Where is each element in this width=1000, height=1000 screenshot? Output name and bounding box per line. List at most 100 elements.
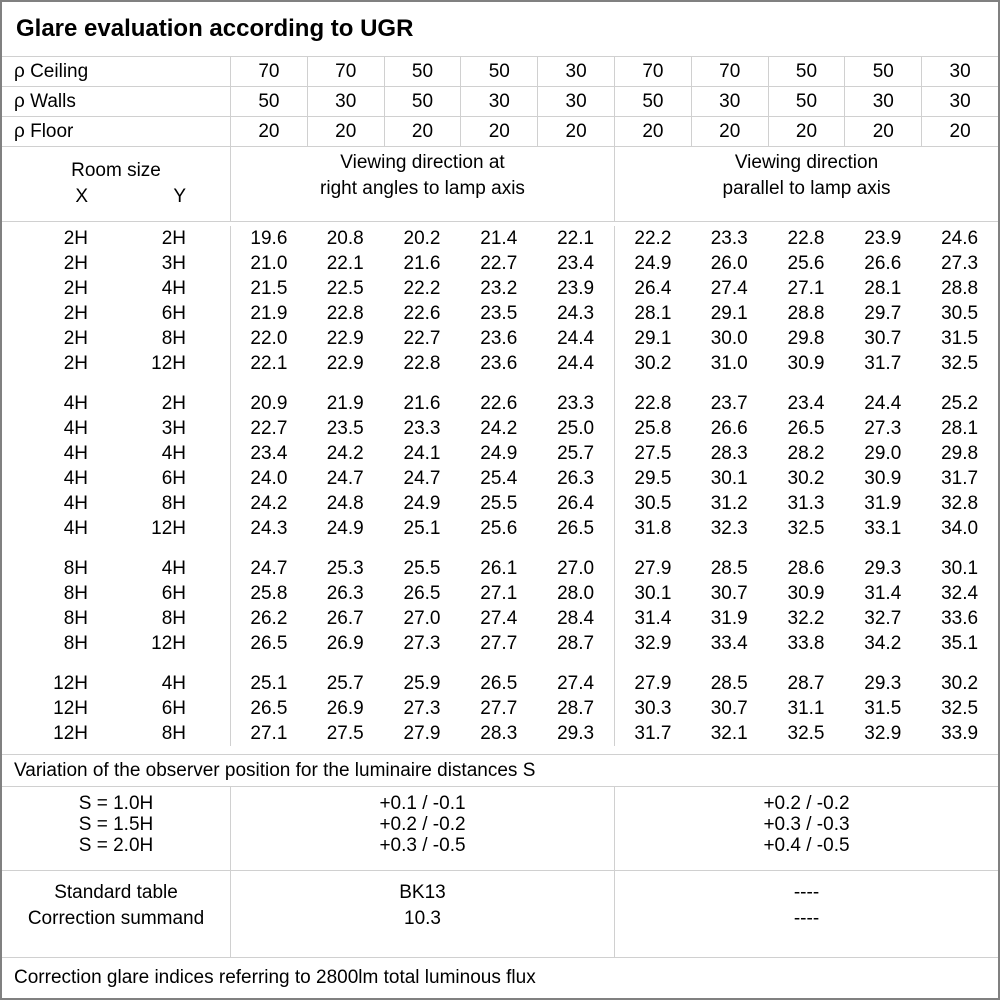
ugr-value: 32.8 xyxy=(941,493,979,514)
ugr-value: 32.4 xyxy=(941,583,979,604)
ugr-value: 26.7 xyxy=(326,608,364,629)
room-size-x: 8H xyxy=(63,583,88,604)
y-axis-label: Y xyxy=(173,186,186,207)
reflectance-value: 20 xyxy=(383,117,461,146)
summary-left-value: 10.3 xyxy=(404,908,441,929)
variation-label: S = 2.0H xyxy=(78,835,154,856)
ugr-value: 25.2 xyxy=(941,393,979,414)
ugr-value: 23.3 xyxy=(403,418,441,439)
ugr-value: 24.9 xyxy=(614,251,691,276)
variation-left-value: +0.3 / -0.5 xyxy=(379,835,466,856)
summary-section: Standard table Correction summand BK13 10.3… xyxy=(2,871,998,958)
reflectance-value: 70 xyxy=(690,57,768,86)
ugr-value: 26.6 xyxy=(710,418,748,439)
ugr-value: 30.9 xyxy=(864,468,902,489)
ugr-value: 25.8 xyxy=(614,416,691,441)
ugr-value: 28.7 xyxy=(557,633,595,654)
ugr-value: 31.0 xyxy=(710,353,748,374)
ugr-value: 23.3 xyxy=(557,393,595,414)
ugr-value: 24.4 xyxy=(557,353,595,374)
room-size-y: 12H xyxy=(151,353,186,374)
ugr-value: 27.7 xyxy=(480,633,518,654)
ugr-value: 24.4 xyxy=(557,328,595,349)
ugr-value: 26.9 xyxy=(326,698,364,719)
reflectance-value: 30 xyxy=(921,57,998,86)
reflectance-value: 20 xyxy=(844,117,921,146)
reflectance-row: ρ Walls 50 30 50 30 30 50 30 50 30 30 xyxy=(2,87,998,117)
room-size-y: 12H xyxy=(151,633,186,654)
ugr-value: 31.5 xyxy=(941,328,979,349)
reflectance-value: 30 xyxy=(537,57,614,86)
reflectance-value: 50 xyxy=(767,87,845,116)
ugr-value: 24.2 xyxy=(480,418,518,439)
ugr-value: 23.2 xyxy=(480,278,518,299)
room-size-y: 6H xyxy=(161,583,186,604)
ugr-value: 32.9 xyxy=(864,723,902,744)
reflectance-row: ρ Ceiling 70 70 50 50 30 70 70 50 50 30 xyxy=(2,57,998,87)
ugr-value: 35.1 xyxy=(941,633,979,654)
ugr-value: 24.9 xyxy=(326,518,364,539)
ugr-value: 31.4 xyxy=(614,606,691,631)
room-size-label: Room size xyxy=(71,160,161,181)
variation-right-values: +0.2 / -0.2 +0.3 / -0.3 +0.4 / -0.5 xyxy=(614,787,998,870)
ugr-value: 30.2 xyxy=(941,673,979,694)
ugr-value: 29.8 xyxy=(941,443,979,464)
ugr-value: 33.4 xyxy=(710,633,748,654)
room-size-y: 8H xyxy=(161,328,186,349)
variation-label: S = 1.0H xyxy=(78,793,154,814)
reflectance-value: 20 xyxy=(537,117,614,146)
ugr-value: 27.3 xyxy=(864,418,902,439)
left-group-header: Viewing direction at right angles to lam… xyxy=(230,147,614,221)
ugr-value: 28.1 xyxy=(864,278,902,299)
ugr-value: 32.3 xyxy=(710,518,748,539)
variation-right-value: +0.2 / -0.2 xyxy=(763,793,850,814)
ugr-value: 23.6 xyxy=(480,353,518,374)
ugr-value: 32.2 xyxy=(787,608,825,629)
ugr-value: 30.5 xyxy=(941,303,979,324)
ugr-value: 26.5 xyxy=(787,418,825,439)
ugr-value: 31.4 xyxy=(864,583,902,604)
ugr-value: 25.0 xyxy=(557,418,595,439)
ugr-value: 26.9 xyxy=(326,633,364,654)
spacer-cell xyxy=(614,656,998,671)
ugr-value: 26.1 xyxy=(480,558,518,579)
ugr-value: 30.7 xyxy=(864,328,902,349)
ugr-value: 26.4 xyxy=(614,276,691,301)
ugr-row: 2H 8H 22.0 22.9 22.7 23.6 24.4 29.1 30.0 29.8 30.7… xyxy=(2,326,998,351)
spacer-cell xyxy=(2,656,230,671)
room-size-x: 4H xyxy=(63,443,88,464)
ugr-value: 23.9 xyxy=(864,228,902,249)
summary-right-value: ---- xyxy=(793,908,820,929)
variation-left-values: +0.1 / -0.1 +0.2 / -0.2 +0.3 / -0.5 xyxy=(230,787,614,870)
ugr-value: 22.7 xyxy=(480,253,518,274)
reflectance-value: 20 xyxy=(614,117,691,146)
room-size-x: 4H xyxy=(63,493,88,514)
ugr-row: 4H 8H 24.2 24.8 24.9 25.5 26.4 30.5 31.2 31.3 31.9… xyxy=(2,491,998,516)
ugr-row: 8H 12H 26.5 26.9 27.3 27.7 28.7 32.9 33.4 33.8 34.… xyxy=(2,631,998,656)
ugr-value: 24.8 xyxy=(326,493,364,514)
ugr-value: 25.3 xyxy=(326,558,364,579)
room-size-y: 8H xyxy=(161,493,186,514)
reflectance-value: 70 xyxy=(230,57,307,86)
reflectance-value: 50 xyxy=(383,57,461,86)
reflectance-section: ρ Ceiling 70 70 50 50 30 70 70 50 50 30 ρ Walls 50 30… xyxy=(2,57,998,147)
room-size-y: 4H xyxy=(161,443,186,464)
reflectance-value: 20 xyxy=(460,117,537,146)
ugr-value: 31.1 xyxy=(787,698,825,719)
ugr-value: 23.6 xyxy=(480,328,518,349)
ugr-value: 29.3 xyxy=(864,673,902,694)
ugr-row: 4H 4H 23.4 24.2 24.1 24.9 25.7 27.5 28.3 28.2 29.0… xyxy=(2,441,998,466)
ugr-value: 22.8 xyxy=(326,303,364,324)
variation-right-value: +0.3 / -0.3 xyxy=(763,814,850,835)
ugr-value: 21.6 xyxy=(403,393,441,414)
ugr-value: 24.7 xyxy=(403,468,441,489)
ugr-value: 22.1 xyxy=(326,253,364,274)
ugr-value: 24.9 xyxy=(403,493,441,514)
summary-label: Standard table xyxy=(54,882,178,903)
reflectance-value: 30 xyxy=(690,87,768,116)
ugr-value: 24.6 xyxy=(941,228,979,249)
ugr-value: 27.5 xyxy=(326,723,364,744)
room-size-y: 3H xyxy=(161,418,186,439)
xy-labels: X Y xyxy=(2,184,230,210)
reflectance-value: 20 xyxy=(306,117,384,146)
